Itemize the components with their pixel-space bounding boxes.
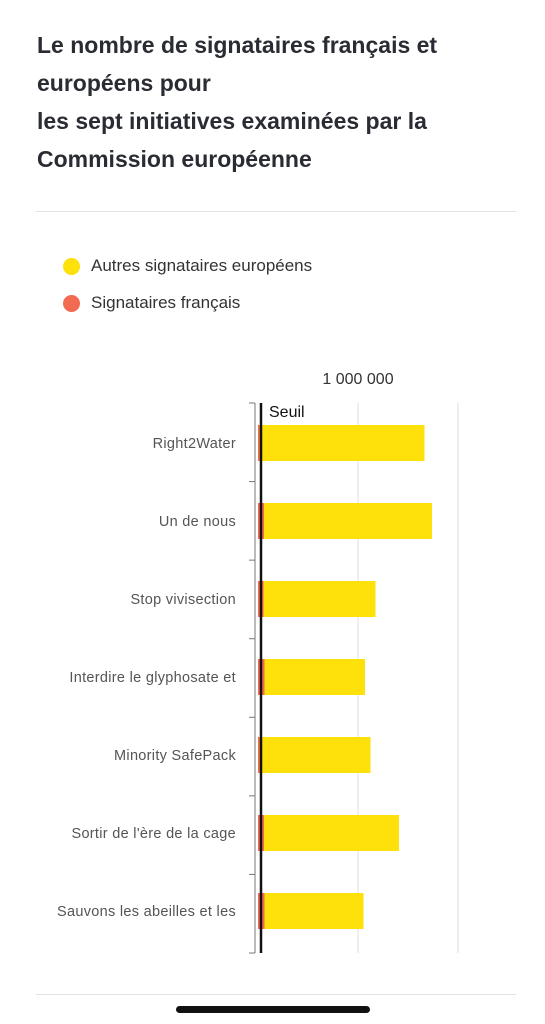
legend-item-europe: Autres signataires européens (63, 256, 312, 276)
x-tick-label-1: 1 000 000 (322, 371, 393, 388)
top-divider (36, 211, 516, 212)
bar-france-5 (258, 737, 260, 773)
bar-chart: 1 000 000 Right2Water Un de nous Stop vivis… (57, 371, 459, 954)
legend-label-europe: Autres signataires européens (91, 256, 313, 275)
category-label-1: Right2Water (153, 436, 236, 452)
category-label-2: Un de nous (159, 514, 236, 530)
legend-label-france: Signataires français (91, 293, 241, 312)
legend-item-france: Signataires français (63, 293, 240, 313)
category-label-3: Stop vivisection (130, 592, 236, 608)
category-label-4: Interdire le glyphosate et (69, 670, 236, 686)
category-label-7: Sauvons les abeilles et les (57, 904, 236, 920)
bar-europe-3 (263, 581, 376, 617)
title-line-1: Le nombre de signataires français et (37, 32, 438, 58)
legend-swatch-europe (63, 257, 80, 275)
threshold-label: Seuil (269, 404, 305, 421)
title-line-3: les sept initiatives examinées par la (37, 108, 427, 134)
home-indicator[interactable] (176, 1006, 370, 1013)
chart-title: Le nombre de signataires français et eur… (37, 26, 507, 178)
title-line-4: Commission européenne (37, 146, 312, 172)
bar-europe-2 (264, 503, 432, 539)
category-label-6: Sortir de l'ère de la cage (71, 826, 236, 842)
bar-europe-1 (259, 425, 425, 461)
bottom-divider (36, 994, 516, 995)
category-label-5: Minority SafePack (114, 748, 236, 764)
bar-france-1 (258, 425, 260, 461)
bar-europe-5 (259, 737, 371, 773)
legend-swatch-france (63, 294, 80, 312)
bar-europe-4 (264, 659, 365, 695)
bar-europe-6 (264, 815, 399, 851)
title-line-2: européens pour (37, 70, 211, 96)
bar-europe-7 (264, 893, 364, 929)
